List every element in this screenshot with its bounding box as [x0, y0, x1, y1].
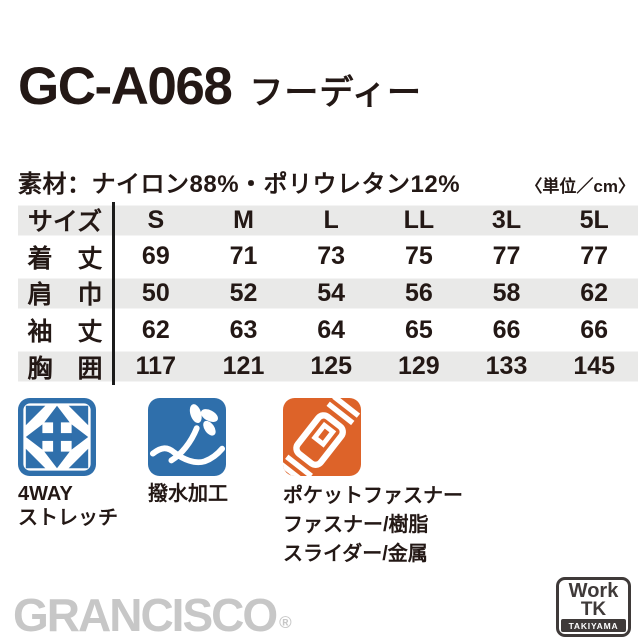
cell-value: 63 [229, 315, 258, 344]
cell-value: 125 [310, 352, 353, 381]
cell-value: 121 [222, 352, 265, 381]
water-repellent-icon [148, 398, 226, 476]
feature-label-pocket-fastener: ポケットファスナー ファスナー/樹脂 スライダー/金属 [283, 482, 463, 569]
feature-label-line: 撥水加工 [148, 483, 228, 505]
feature-water-repellent: 撥水加工 [148, 398, 228, 506]
cell-value: 64 [317, 315, 346, 344]
column-header-5l: 5L [579, 205, 609, 234]
cell-value: 129 [397, 352, 440, 381]
table-row-sleeve-length: 袖 丈 62 63 64 65 66 66 [18, 312, 638, 349]
maker-word-tk: TK [580, 599, 607, 620]
cell-value: 62 [580, 278, 609, 307]
cell-value: 54 [317, 278, 346, 307]
column-header-m: M [233, 205, 254, 234]
table-row-shoulder-width: 肩 巾 50 52 54 56 58 62 [18, 275, 638, 312]
feature-4way-stretch: 4WAY ストレッチ [18, 398, 118, 530]
cell-value: 71 [229, 242, 258, 271]
column-header-s: S [147, 205, 165, 234]
cell-value: 133 [485, 352, 528, 381]
cell-value: 73 [317, 242, 346, 271]
pocket-fastener-icon [283, 398, 361, 476]
cell-value: 65 [404, 315, 433, 344]
material-row: 素材：ナイロン88%・ポリウレタン12% 〈単位／cm〉 [18, 164, 635, 199]
feature-label-line: スライダー/金属 [283, 543, 428, 565]
maker-word-work: Work [568, 580, 619, 602]
cell-value: 75 [404, 242, 433, 271]
column-header-l: L [323, 205, 339, 234]
cell-value: 66 [580, 315, 609, 344]
row-label: 着 丈 [27, 244, 103, 273]
cell-value: 58 [492, 278, 521, 307]
feature-label-line: ファスナー/樹脂 [283, 514, 429, 536]
maker-banner-takiyama: TAKIYAMA [561, 619, 626, 632]
table-divider-line [112, 202, 115, 385]
cell-value: 66 [492, 315, 521, 344]
row-label: 胸 囲 [27, 354, 103, 383]
cell-value: 145 [573, 352, 616, 381]
cell-value: 77 [580, 242, 609, 271]
registered-trademark-icon: ® [279, 613, 292, 632]
row-label: 肩 巾 [27, 281, 103, 310]
feature-label-4way: 4WAY ストレッチ [18, 482, 118, 530]
table-row-chest: 胸 囲 117 121 125 129 133 145 [18, 348, 638, 385]
size-corner-label: サイズ [27, 208, 103, 237]
cell-value: 69 [141, 242, 170, 271]
grancisco-logo: GRANCISCO ® [13, 592, 292, 638]
brand-wordmark: GRANCISCO [13, 589, 278, 640]
feature-label-line: 4WAY [18, 483, 73, 505]
size-table: サイズ S M L LL 3L 5L 着 丈 69 71 73 75 77 77… [18, 202, 638, 385]
column-header-3l: 3L [491, 205, 522, 234]
product-name: フーディー [249, 74, 422, 112]
material-text: 素材：ナイロン88%・ポリウレタン12% [18, 171, 461, 198]
model-code: GC-A068 [18, 57, 233, 116]
cell-value: 56 [404, 278, 433, 307]
feature-label-line: ストレッチ [18, 507, 118, 529]
column-header-ll: LL [403, 205, 435, 234]
table-header-row: サイズ S M L LL 3L 5L [18, 202, 638, 239]
cell-value: 50 [141, 278, 170, 307]
cell-value: 117 [135, 352, 176, 381]
cell-value: 62 [141, 315, 170, 344]
cell-value: 77 [492, 242, 521, 271]
unit-note: 〈単位／cm〉 [525, 177, 635, 196]
feature-pocket-fastener: ポケットファスナー ファスナー/樹脂 スライダー/金属 [283, 398, 463, 569]
table-row-body-length: 着 丈 69 71 73 75 77 77 [18, 239, 638, 276]
worktk-takiyama-logo: Work TK TAKIYAMA [556, 577, 631, 637]
feature-label-line: ポケットファスナー [283, 485, 463, 507]
cell-value: 52 [229, 278, 258, 307]
feature-label-water-repellent: 撥水加工 [148, 482, 228, 506]
page-title: GC-A068 フーディー [18, 60, 630, 113]
row-label: 袖 丈 [27, 318, 103, 347]
4way-stretch-icon [18, 398, 96, 476]
